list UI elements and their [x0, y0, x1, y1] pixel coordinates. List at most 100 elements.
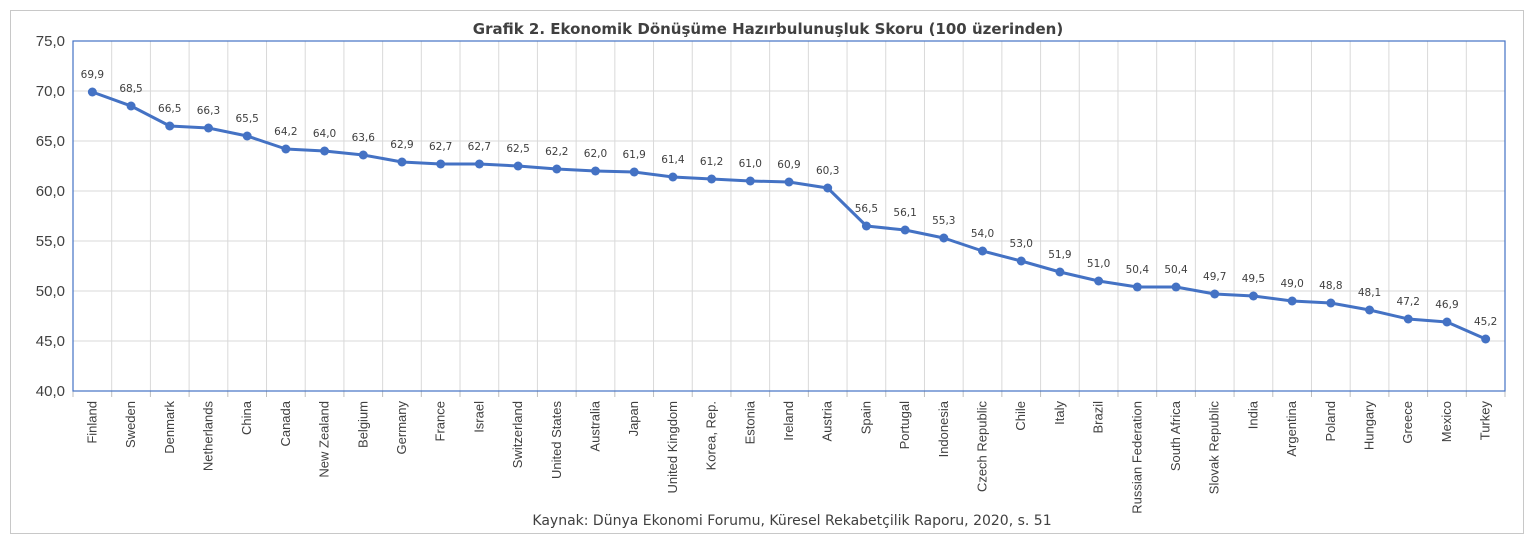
data-point [513, 161, 523, 171]
y-tick-label: 75,0 [36, 33, 65, 50]
data-point [900, 225, 910, 235]
data-label: 68,5 [119, 83, 142, 95]
x-tick-label: Austria [820, 400, 835, 441]
series-line-layer [91, 90, 1487, 341]
data-point [552, 164, 562, 174]
x-tick-label: Denmark [162, 401, 177, 454]
data-label: 48,8 [1319, 280, 1342, 292]
x-tick-label: Finland [84, 401, 99, 444]
x-tick-label: Estonia [742, 400, 757, 444]
data-label: 65,5 [235, 113, 258, 125]
x-tick-label: Brazil [1091, 401, 1106, 434]
x-tick-label: Slovak Republic [1207, 401, 1222, 495]
data-label: 45,2 [1474, 316, 1497, 328]
data-point [784, 177, 794, 187]
x-tick-label: Ireland [781, 401, 796, 441]
plot-area-border [72, 40, 1506, 392]
y-tick-label: 45,0 [36, 333, 65, 350]
data-point [1287, 296, 1297, 306]
data-point [1016, 256, 1026, 266]
data-label: 54,0 [971, 228, 994, 240]
data-point [1055, 267, 1065, 277]
data-label: 51,0 [1087, 258, 1110, 270]
data-point [1094, 276, 1104, 286]
data-point [1210, 289, 1220, 299]
data-point [939, 233, 949, 243]
data-label: 64,2 [274, 126, 297, 138]
chart-title: Grafik 2. Ekonomik Dönüşüme Hazırbulunuş… [473, 20, 1063, 38]
data-label: 64,0 [313, 128, 336, 140]
data-label: 61,9 [622, 149, 645, 161]
gridlines [72, 40, 1506, 397]
data-label: 50,4 [1164, 264, 1188, 276]
data-point [1326, 298, 1336, 308]
data-label: 49,0 [1280, 278, 1303, 290]
data-point [397, 157, 407, 167]
data-point [87, 87, 97, 97]
chart-source-note: Kaynak: Dünya Ekonomi Forumu, Küresel Re… [532, 513, 1051, 529]
data-point [436, 159, 446, 169]
data-point [1403, 314, 1413, 324]
data-label: 62,0 [584, 148, 607, 160]
data-point [823, 183, 833, 193]
data-point [358, 150, 368, 160]
x-tick-label: Greece [1400, 401, 1415, 444]
x-tick-label: South Africa [1168, 400, 1183, 471]
data-label: 48,1 [1358, 287, 1381, 299]
data-point [861, 221, 871, 231]
data-label: 63,6 [352, 132, 376, 144]
x-tick-label: Sweden [123, 401, 138, 448]
data-label: 66,3 [197, 105, 220, 117]
data-point [242, 131, 252, 141]
data-points [87, 87, 1491, 344]
chart-frame [10, 10, 1524, 534]
data-label: 50,4 [1126, 264, 1150, 276]
x-tick-label: United States [549, 401, 564, 480]
data-point [1248, 291, 1258, 301]
data-label: 62,2 [545, 146, 568, 158]
x-tick-label: Germany [394, 401, 409, 455]
x-tick-label: Japan [626, 401, 641, 436]
x-tick-label: Switzerland [510, 401, 525, 468]
x-tick-label: Poland [1323, 401, 1338, 441]
x-tick-label: Australia [587, 400, 602, 451]
data-labels: 69,9 68,5 66,5 66,3 65,5 64,2 64,0 63,6 62,9 62,7… [81, 69, 1498, 328]
data-label: 62,9 [390, 139, 413, 151]
x-tick-label: Turkey [1478, 401, 1493, 441]
data-label: 62,5 [506, 143, 529, 155]
data-point [707, 174, 717, 184]
data-label: 49,7 [1203, 271, 1226, 283]
y-tick-label: 60,0 [36, 183, 65, 200]
x-tick-label: New Zealand [317, 401, 332, 478]
x-tick-label: Spain [858, 401, 873, 434]
data-point [745, 176, 755, 186]
y-tick-label: 50,0 [36, 283, 65, 300]
data-point [474, 159, 484, 169]
data-point [126, 101, 136, 111]
data-point [978, 246, 988, 256]
x-tick-label: Indonesia [936, 400, 951, 457]
data-label: 55,3 [932, 215, 955, 227]
y-tick-label: 40,0 [36, 383, 65, 400]
x-tick-label: Czech Republic [975, 401, 990, 493]
data-point [203, 123, 213, 133]
y-tick-label: 65,0 [36, 133, 65, 150]
data-label: 53,0 [1010, 238, 1033, 250]
data-label: 60,3 [816, 165, 839, 177]
x-axis-ticks: Finland Sweden Denmark Netherlands China Cana… [84, 400, 1492, 514]
data-label: 60,9 [777, 159, 800, 171]
data-point [1481, 334, 1491, 344]
data-label: 62,7 [429, 141, 452, 153]
y-tick-label: 55,0 [36, 233, 65, 250]
data-label: 69,9 [81, 69, 104, 81]
x-tick-label: China [239, 400, 254, 435]
data-label: 56,5 [855, 203, 878, 215]
data-point [590, 166, 600, 176]
x-tick-label: Italy [1052, 401, 1067, 425]
x-tick-label: Canada [278, 400, 293, 446]
y-axis-ticks: 40,0 45,0 50,0 55,0 60,0 65,0 70,0 75,0 [36, 33, 65, 400]
x-tick-label: Chile [1013, 401, 1028, 431]
x-tick-label: France [433, 401, 448, 441]
x-tick-label: Israel [471, 401, 486, 433]
